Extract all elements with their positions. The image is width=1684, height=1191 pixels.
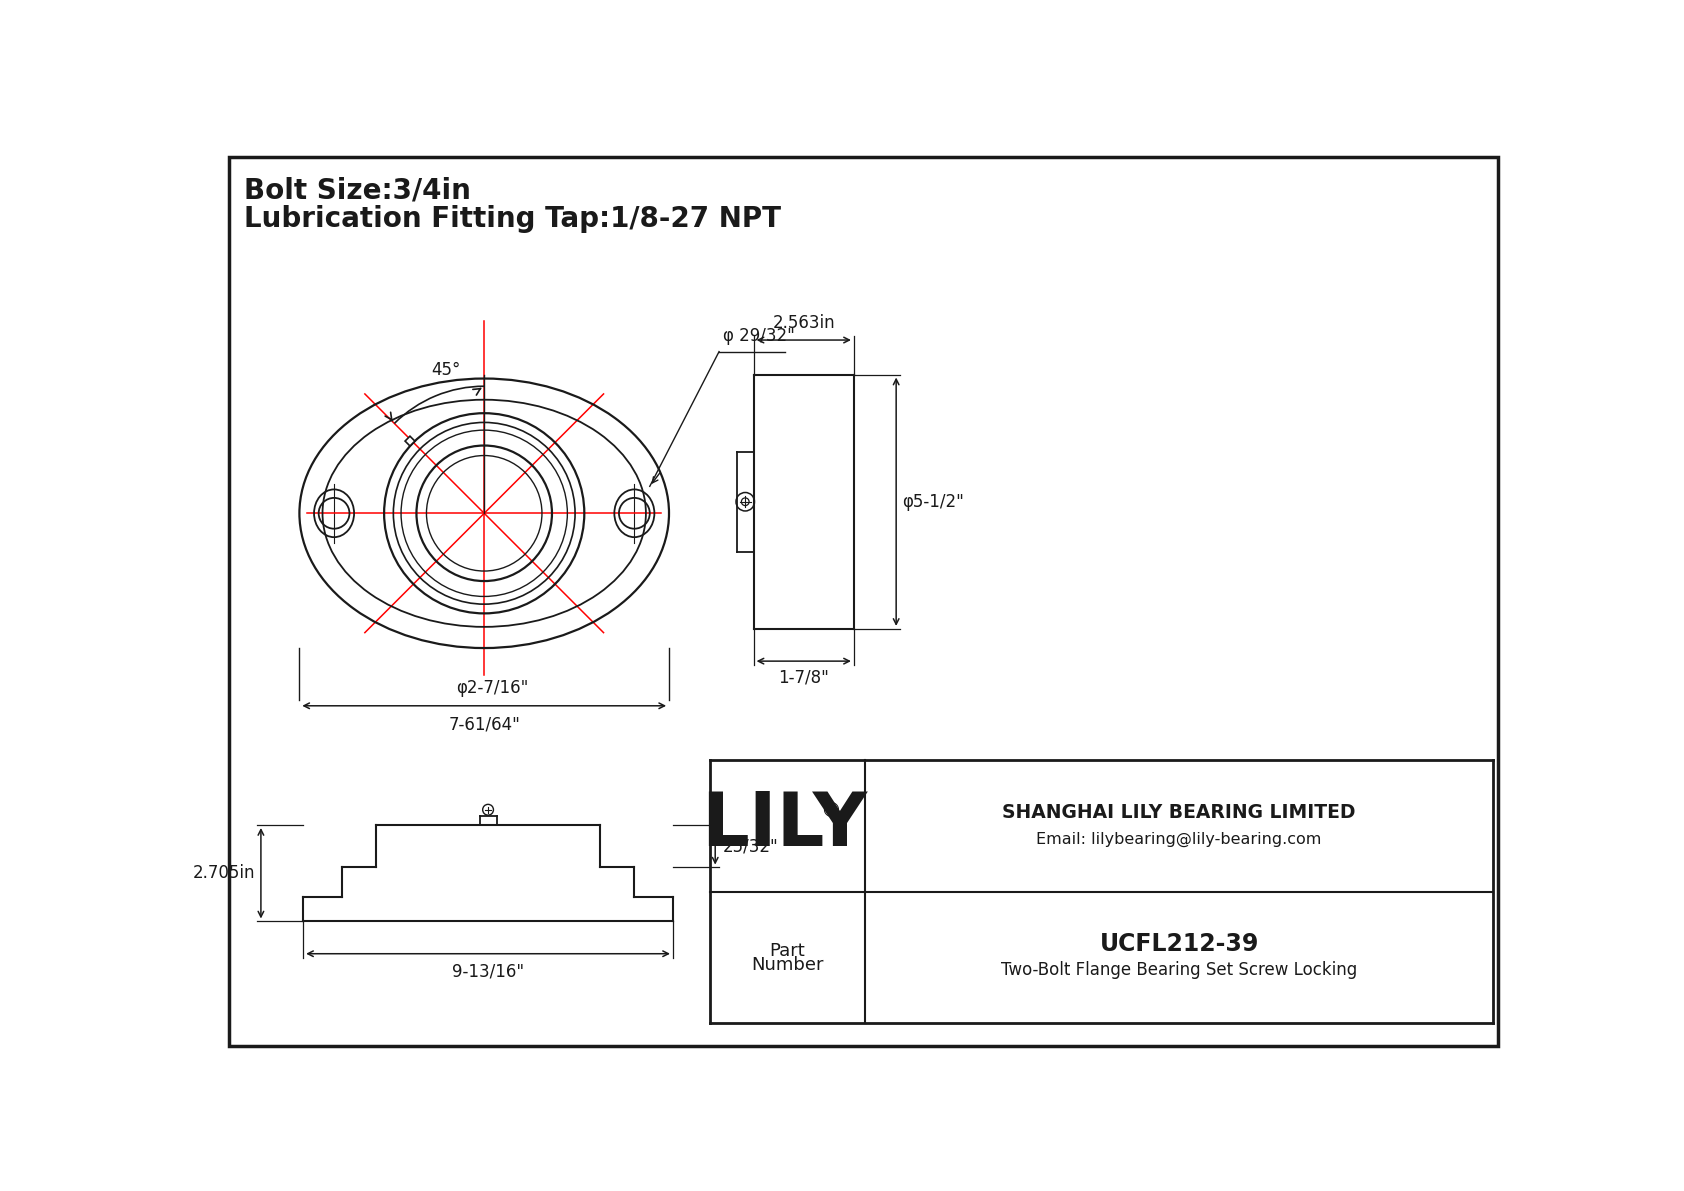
Text: ®: ®: [820, 800, 840, 821]
Text: 25/32": 25/32": [722, 837, 778, 855]
Text: SHANGHAI LILY BEARING LIMITED: SHANGHAI LILY BEARING LIMITED: [1002, 803, 1356, 822]
Text: Lubrication Fitting Tap:1/8-27 NPT: Lubrication Fitting Tap:1/8-27 NPT: [244, 205, 781, 233]
Text: φ5-1/2": φ5-1/2": [903, 493, 965, 511]
Text: φ2-7/16": φ2-7/16": [456, 679, 529, 697]
Text: Number: Number: [751, 956, 823, 974]
Text: UCFL212-39: UCFL212-39: [1100, 931, 1260, 955]
Text: 45°: 45°: [431, 361, 460, 379]
Text: Bolt Size:3/4in: Bolt Size:3/4in: [244, 176, 472, 204]
Text: 2.563in: 2.563in: [773, 314, 835, 332]
Bar: [406, 436, 414, 445]
Text: LILY: LILY: [701, 790, 867, 862]
Text: Two-Bolt Flange Bearing Set Screw Locking: Two-Bolt Flange Bearing Set Screw Lockin…: [1000, 961, 1357, 979]
Text: 9-13/16": 9-13/16": [451, 964, 524, 981]
Text: 1-7/8": 1-7/8": [778, 669, 829, 687]
Text: Part: Part: [770, 942, 805, 960]
Text: Email: lilybearing@lily-bearing.com: Email: lilybearing@lily-bearing.com: [1036, 833, 1322, 847]
Text: φ 29/32": φ 29/32": [722, 328, 795, 345]
Text: 7-61/64": 7-61/64": [448, 715, 520, 732]
Text: 2.705in: 2.705in: [192, 865, 254, 883]
